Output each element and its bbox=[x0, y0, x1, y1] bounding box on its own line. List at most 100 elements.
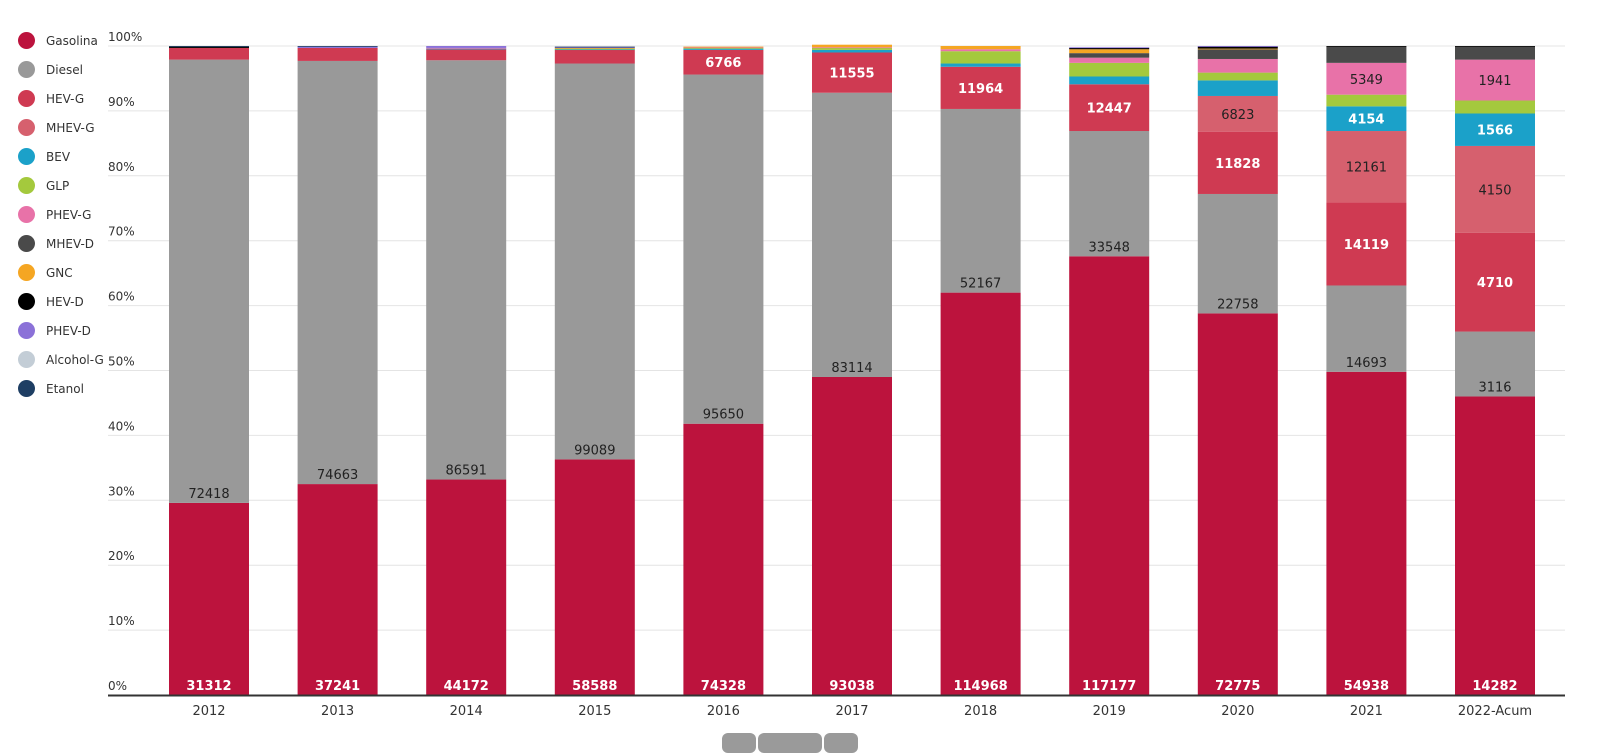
legend-item[interactable]: Gasolina bbox=[18, 26, 104, 55]
bar-segment bbox=[554, 459, 635, 695]
bar-segment bbox=[297, 46, 378, 48]
legend-item[interactable]: MHEV-D bbox=[18, 229, 104, 258]
bar-segment bbox=[812, 47, 892, 50]
bar-segment bbox=[1326, 62, 1407, 95]
legend-item[interactable]: Etanol bbox=[18, 374, 104, 403]
legend-label: BEV bbox=[46, 149, 71, 164]
y-tick-label: 80% bbox=[108, 160, 135, 174]
data-label: 114968 bbox=[953, 679, 1007, 694]
legend-swatch bbox=[18, 32, 35, 49]
bar-segment bbox=[1069, 62, 1150, 77]
data-label: 14282 bbox=[1472, 679, 1517, 694]
legend-item[interactable]: PHEV-D bbox=[18, 316, 104, 345]
legend-item[interactable]: BEV bbox=[18, 142, 104, 171]
data-label: 11555 bbox=[829, 67, 874, 82]
bar-segment bbox=[812, 44, 892, 48]
bar-segment bbox=[1069, 49, 1150, 54]
legend-label: MHEV-D bbox=[46, 236, 95, 251]
data-label: 33548 bbox=[1089, 240, 1130, 255]
legend-label: HEV-D bbox=[46, 294, 84, 309]
legend-item[interactable]: Diesel bbox=[18, 55, 104, 84]
legend-label: Etanol bbox=[46, 381, 84, 396]
legend-label: MHEV-G bbox=[46, 120, 95, 135]
legend-label: PHEV-G bbox=[46, 207, 92, 222]
scrollbar-left-handle[interactable] bbox=[722, 733, 756, 753]
data-label: 72418 bbox=[188, 487, 229, 502]
bar-segment bbox=[940, 51, 1021, 64]
bar-segment bbox=[940, 46, 1021, 50]
bar-segment bbox=[812, 376, 892, 695]
legend-label: Alcohol-G bbox=[46, 352, 104, 367]
x-tick-label: 2022-Acum bbox=[1458, 704, 1532, 719]
y-tick-label: 60% bbox=[108, 290, 135, 304]
bar-segment bbox=[554, 49, 635, 51]
x-tick-label: 2015 bbox=[578, 704, 611, 719]
bar-segment bbox=[1197, 49, 1278, 59]
bar-segment bbox=[1455, 59, 1535, 101]
bar-segment bbox=[1069, 256, 1150, 695]
bar-segment bbox=[1197, 95, 1278, 132]
data-label: 74663 bbox=[317, 468, 358, 483]
legend-item[interactable]: Alcohol-G bbox=[18, 345, 104, 374]
data-label: 14119 bbox=[1344, 238, 1389, 253]
bar-segment bbox=[1455, 396, 1535, 695]
x-tick-label: 2018 bbox=[964, 704, 997, 719]
data-label: 4710 bbox=[1477, 276, 1513, 291]
bar-segment bbox=[683, 48, 764, 50]
data-label: 86591 bbox=[446, 464, 487, 479]
bar-segment bbox=[297, 484, 378, 695]
bar-segment bbox=[554, 47, 635, 49]
scrollbar-right-handle[interactable] bbox=[824, 733, 858, 753]
bar-segment bbox=[940, 108, 1021, 293]
bar-segment bbox=[554, 47, 635, 49]
bar-segment bbox=[1069, 47, 1150, 50]
bar-segment bbox=[1069, 57, 1150, 63]
y-tick-label: 50% bbox=[108, 355, 135, 369]
legend-label: GLP bbox=[46, 178, 70, 193]
y-tick-label: 40% bbox=[108, 419, 135, 433]
x-tick-label: 2014 bbox=[450, 704, 483, 719]
bar-segment bbox=[1197, 80, 1278, 96]
data-label: 72775 bbox=[1215, 679, 1260, 694]
data-label: 52167 bbox=[960, 277, 1001, 292]
y-tick-label: 100% bbox=[108, 30, 142, 44]
bar-segment bbox=[812, 92, 892, 377]
legend-item[interactable]: HEV-G bbox=[18, 84, 104, 113]
x-tick-label: 2017 bbox=[835, 704, 868, 719]
data-label: 95650 bbox=[703, 408, 744, 423]
bar-segment bbox=[812, 49, 892, 53]
scrollbar-thumb[interactable] bbox=[758, 733, 822, 753]
bar-segment bbox=[1197, 46, 1278, 47]
bar-segment bbox=[1455, 100, 1535, 114]
bar-segment bbox=[1455, 46, 1535, 47]
bar-segment bbox=[683, 49, 764, 75]
bar-segment bbox=[1326, 131, 1407, 203]
legend-item[interactable]: GNC bbox=[18, 258, 104, 287]
data-label: 83114 bbox=[831, 361, 872, 376]
legend-item[interactable]: PHEV-G bbox=[18, 200, 104, 229]
legend-swatch bbox=[18, 351, 35, 368]
bar-segment bbox=[169, 47, 249, 60]
legend-label: Diesel bbox=[46, 62, 83, 77]
bar-segment bbox=[554, 46, 635, 48]
data-label: 6823 bbox=[1221, 108, 1254, 123]
legend-swatch bbox=[18, 235, 35, 252]
y-tick-label: 0% bbox=[108, 679, 127, 693]
legend-item[interactable]: GLP bbox=[18, 171, 104, 200]
bar-segment bbox=[1069, 84, 1150, 132]
data-label: 58588 bbox=[572, 679, 617, 694]
bar-segment bbox=[1455, 331, 1535, 397]
x-tick-label: 2016 bbox=[707, 704, 740, 719]
bar-segment bbox=[426, 48, 507, 50]
data-label: 99089 bbox=[574, 443, 615, 458]
bar-segment bbox=[169, 46, 249, 48]
bar-segment bbox=[426, 47, 507, 49]
x-tick-label: 2013 bbox=[321, 704, 354, 719]
legend-item[interactable]: HEV-D bbox=[18, 287, 104, 316]
bar-segment bbox=[940, 292, 1021, 695]
data-label: 1941 bbox=[1478, 74, 1511, 89]
legend-swatch bbox=[18, 264, 35, 281]
legend-item[interactable]: MHEV-G bbox=[18, 113, 104, 142]
legend-swatch bbox=[18, 90, 35, 107]
data-label: 4150 bbox=[1478, 183, 1511, 198]
